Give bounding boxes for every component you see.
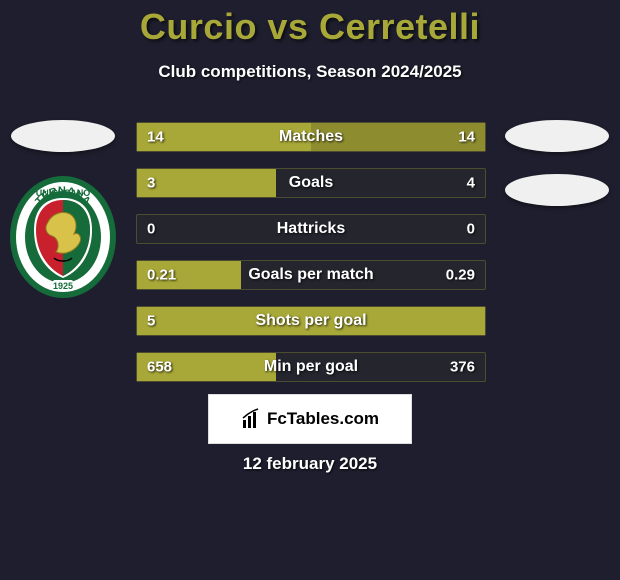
- stat-row-min-per-goal: 658 Min per goal 376: [136, 352, 486, 382]
- stat-bar-left: [137, 353, 276, 381]
- stat-row-shots-per-goal: 5 Shots per goal: [136, 306, 486, 336]
- stat-bar-left: [137, 123, 311, 151]
- left-player-column: UNICUSANO TERNANA 1925: [8, 120, 118, 300]
- stat-val-right: 4: [467, 175, 475, 192]
- stats-bars: 14 Matches 14 3 Goals 4 0 Hattricks 0 0.…: [136, 122, 486, 398]
- brand-box: FcTables.com: [208, 394, 412, 444]
- left-club-crest: UNICUSANO TERNANA 1925: [8, 174, 118, 300]
- stat-bar-left: [137, 169, 276, 197]
- left-flag-icon: [11, 120, 115, 152]
- stat-label: Hattricks: [137, 220, 485, 238]
- stat-row-goals: 3 Goals 4: [136, 168, 486, 198]
- page-title: Curcio vs Cerretelli: [0, 0, 620, 48]
- stat-row-hattricks: 0 Hattricks 0: [136, 214, 486, 244]
- stat-val-right: 0.29: [446, 267, 475, 284]
- stat-val-left: 0: [147, 221, 155, 238]
- brand-text: FcTables.com: [267, 409, 379, 429]
- brand-logo-icon: [241, 408, 263, 430]
- stat-val-right: 0: [467, 221, 475, 238]
- right-flag-2-icon: [505, 174, 609, 206]
- date-label: 12 february 2025: [0, 454, 620, 474]
- stat-bar-right: [311, 123, 485, 151]
- svg-text:1925: 1925: [53, 281, 73, 291]
- stat-bar-left: [137, 261, 241, 289]
- stat-bar-left: [137, 307, 485, 335]
- right-flag-1-icon: [505, 120, 609, 152]
- stat-row-matches: 14 Matches 14: [136, 122, 486, 152]
- page-subtitle: Club competitions, Season 2024/2025: [0, 62, 620, 82]
- stat-row-goals-per-match: 0.21 Goals per match 0.29: [136, 260, 486, 290]
- right-player-column: [502, 120, 612, 214]
- stat-val-right: 376: [450, 359, 475, 376]
